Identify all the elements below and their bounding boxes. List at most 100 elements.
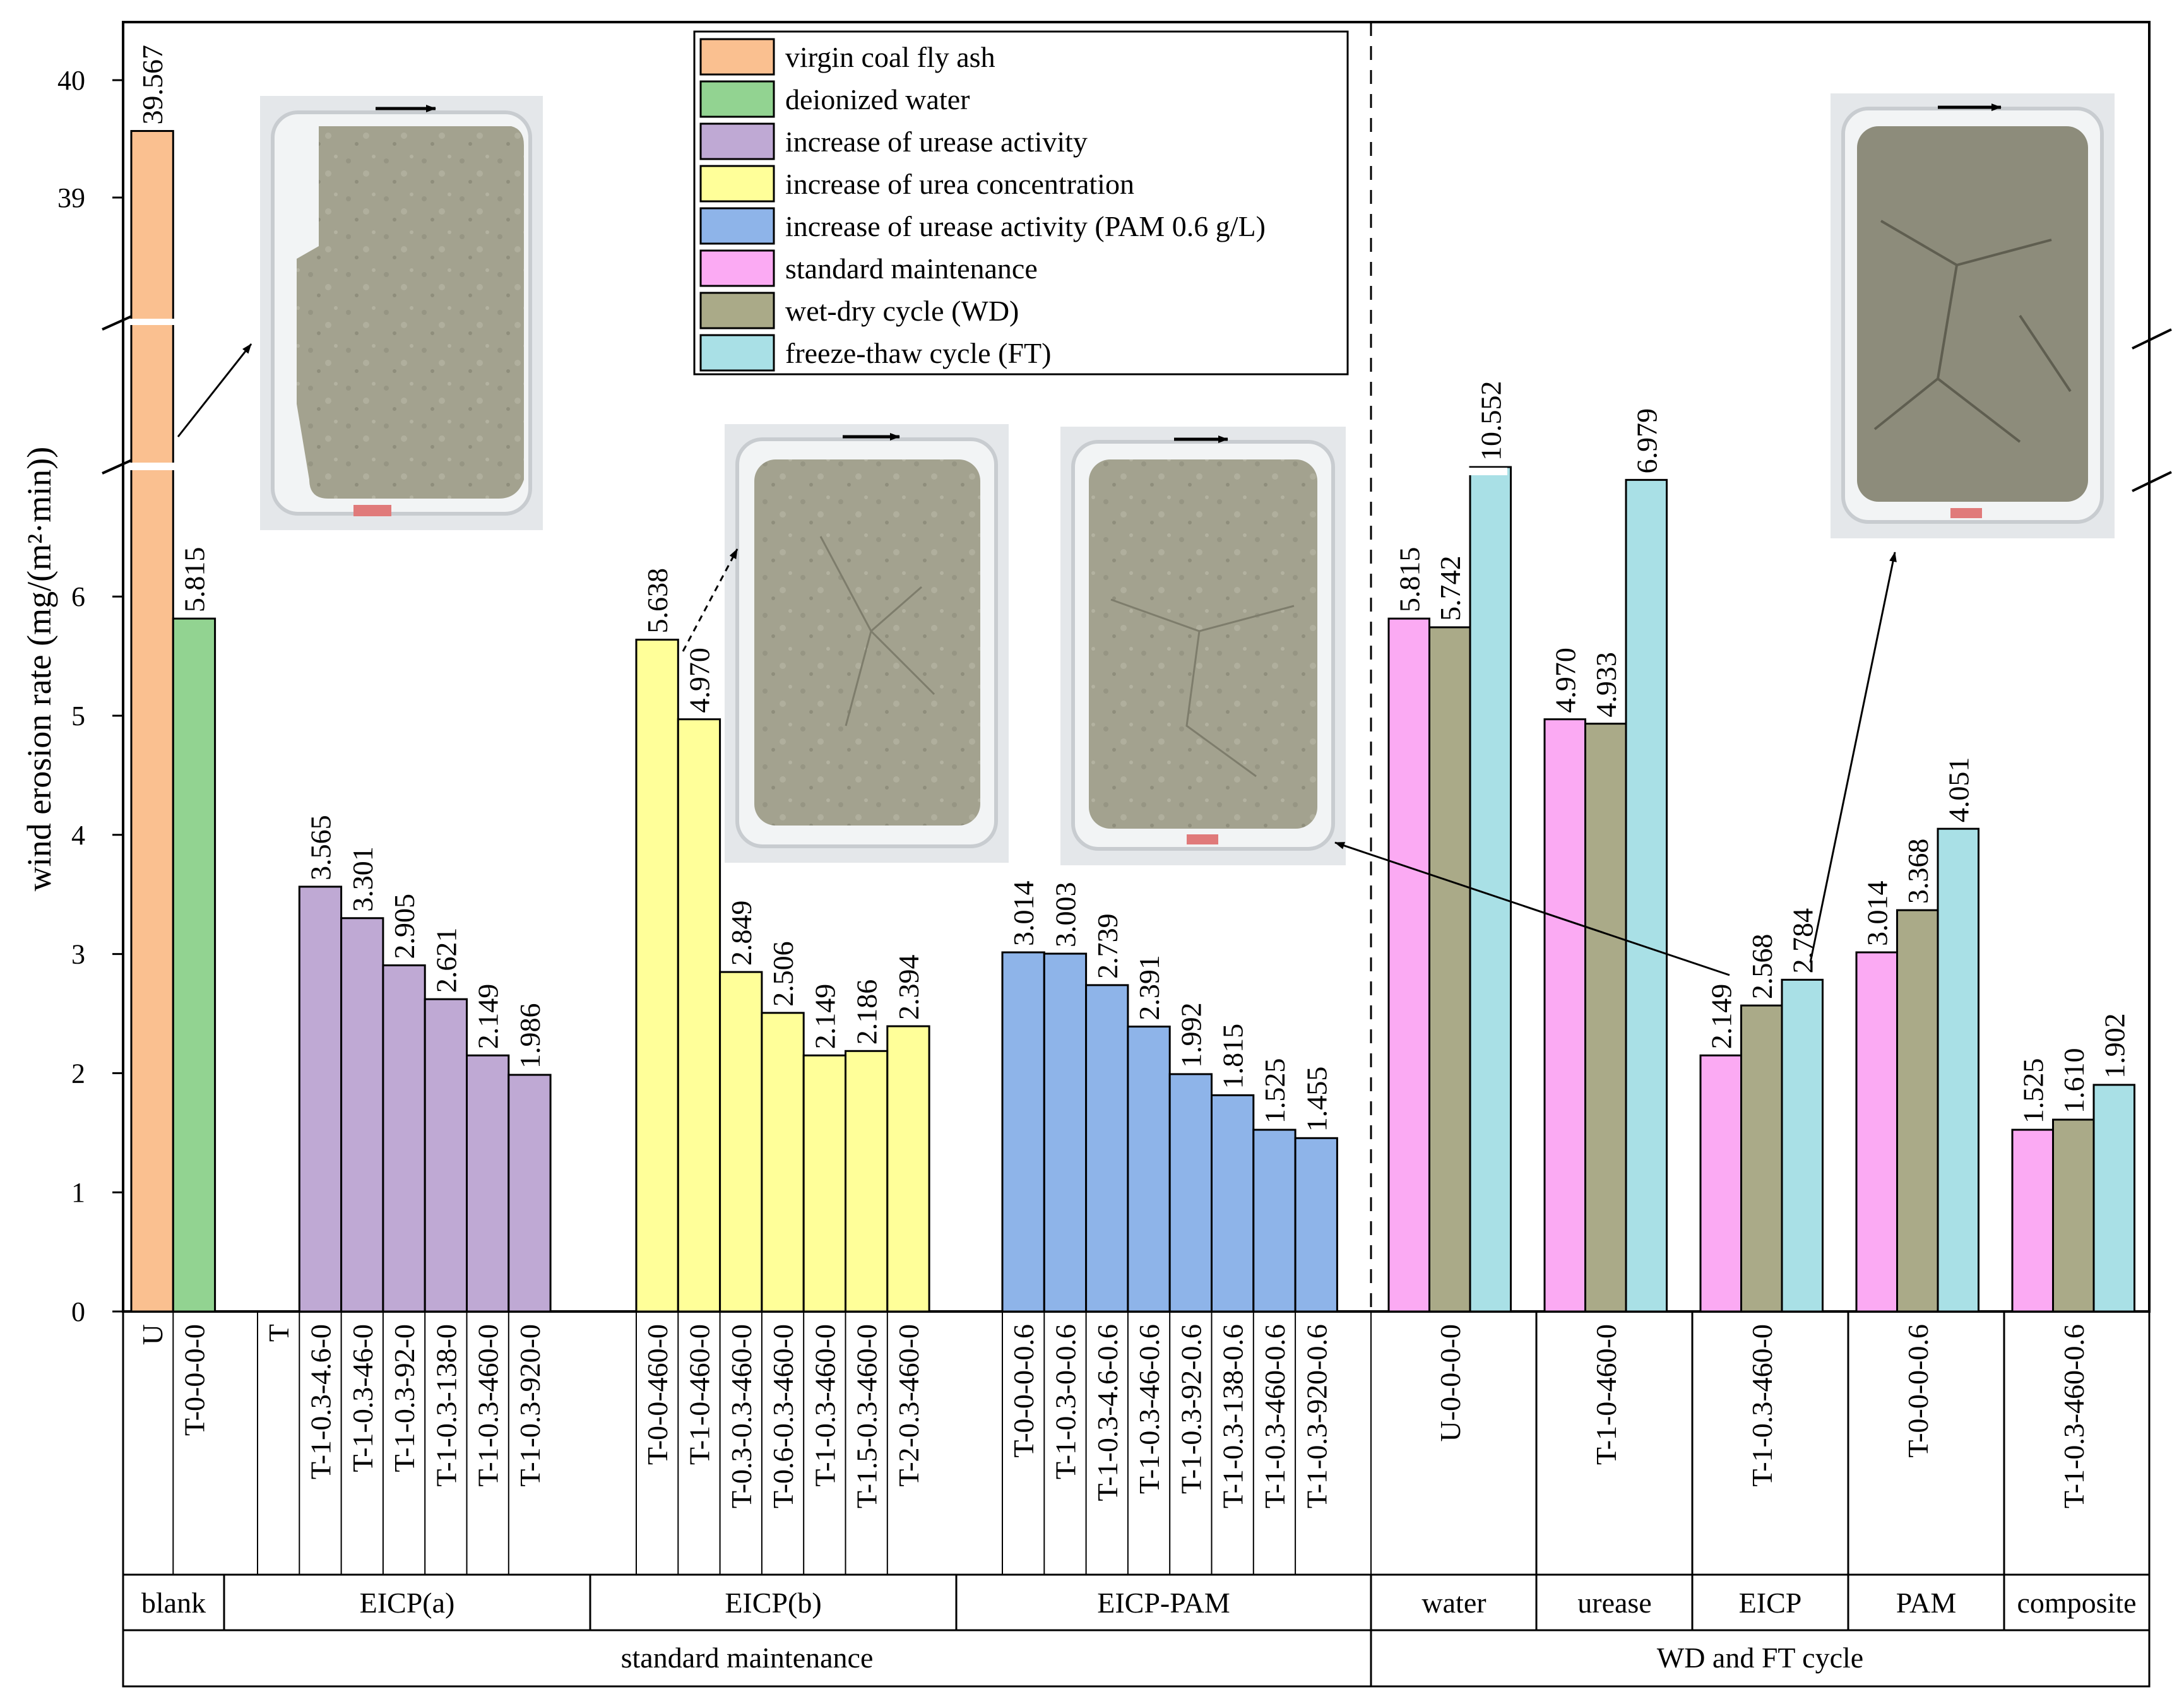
legend-label-0: virgin coal fly ash [785,41,995,73]
value-label-3: 3.565 [304,815,336,880]
cycle-bar-2-1 [1740,1004,1783,1313]
cycle-bar-3-0 [1855,951,1898,1313]
cycle-bar-0-0 [1387,617,1430,1313]
value-label-4: 3.301 [347,846,379,912]
value-label-c4-0: 1.525 [2017,1058,2049,1124]
value-label-c3-0: 3.014 [1861,880,1893,946]
legend-label-1: deionized water [785,83,970,115]
legend-label-6: wet-dry cycle (WD) [785,295,1019,327]
group2-label-0: standard maintenance [621,1642,874,1674]
value-label-c1-1: 4.933 [1590,652,1622,718]
value-label-c1-2: 6.979 [1630,408,1663,474]
category-label-20: T-1-0.3-92-0.6 [1175,1324,1207,1494]
group1-label-1: EICP(a) [360,1587,455,1619]
category-label-2: T [263,1324,295,1342]
group1-label-6: EICP [1739,1587,1802,1619]
value-label-15: 2.394 [893,955,925,1021]
category-label-c1: T-1-0-460-0 [1590,1324,1622,1465]
cycle-bar-1-0 [1543,718,1586,1313]
photo-cycle [1831,93,2115,538]
value-label-5: 2.905 [388,894,420,959]
axis-break-gap-ft-0 [1463,324,1507,330]
category-label-22: T-1-0.3-460-0.6 [1259,1324,1291,1508]
value-label-c2-2: 2.784 [1786,908,1819,974]
photo-virgin-ash [260,96,543,530]
bar-12 [761,1012,805,1313]
value-label-22: 1.525 [1259,1058,1291,1124]
category-label-3: T-1-0.3-4.6-0 [304,1324,336,1479]
bar-16 [1001,951,1045,1313]
cycle-bar-1-2 [1625,478,1668,1313]
category-label-4: T-1-0.3-46-0 [347,1324,379,1472]
y-tick-label-4: 4 [71,820,85,851]
category-label-8: T-1-0.3-920-0 [514,1324,546,1487]
bar-0 [130,130,174,1313]
category-label-21: T-1-0.3-138-0.6 [1217,1324,1249,1508]
group1-label-5: urease [1577,1587,1651,1619]
legend-swatch-5 [699,249,775,287]
bar-18 [1085,984,1129,1313]
value-label-c4-2: 1.902 [2098,1013,2130,1079]
bar-13 [802,1054,846,1313]
category-label-10: T-1-0-460-0 [683,1324,715,1465]
category-label-11: T-0.3-0.3-460-0 [725,1324,757,1508]
value-label-c0-2: 10.552 [1475,381,1507,461]
value-label-19: 2.391 [1133,955,1165,1021]
category-label-23: T-1-0.3-920-0.6 [1300,1324,1332,1508]
group2-label-1: WD and FT cycle [1657,1642,1863,1674]
value-label-c0-0: 5.815 [1393,547,1425,613]
cycle-bar-0-1 [1428,626,1471,1313]
bar-21 [1211,1094,1255,1313]
group1-label-2: EICP(b) [725,1587,821,1619]
bar-15 [886,1025,930,1313]
value-label-21: 1.815 [1217,1024,1249,1089]
bar-3 [298,885,343,1313]
group1-label-8: composite [2017,1587,2136,1619]
legend-label-5: standard maintenance [785,252,1038,285]
bar-1 [172,617,217,1313]
group1-label-0: blank [141,1587,206,1619]
legend-label-2: increase of urease activity [785,126,1088,158]
bar-23 [1294,1137,1338,1313]
bar-7 [466,1054,510,1313]
value-label-c1-0: 4.970 [1549,648,1581,713]
cycle-bar-4-1 [2052,1118,2095,1313]
bar-5 [382,964,426,1313]
y-tick-label-0: 0 [71,1296,85,1327]
category-label-5: T-1-0.3-92-0 [388,1324,420,1472]
category-label-14: T-1.5-0.3-460-0 [851,1324,883,1508]
category-label-15: T-2-0.3-460-0 [893,1324,925,1487]
callout-arrows [177,343,1897,976]
legend-frame [693,30,1349,376]
group1-label-7: PAM [1896,1587,1956,1619]
y-tick-label-6: 6 [71,581,85,612]
y-tick-label-2: 2 [71,1058,85,1089]
value-label-0: 39.567 [136,45,169,125]
cycle-bar-3-2 [1937,827,1979,1313]
category-label-16: T-0-0-0-0.6 [1007,1324,1040,1458]
value-label-14: 2.186 [851,980,883,1045]
axis-break-gap-1 [129,463,175,470]
category-label-9: T-0-0-460-0 [641,1324,674,1465]
cycle-bar-3-1 [1896,909,1939,1313]
legend-swatch-6 [699,292,775,329]
value-label-10: 4.970 [683,648,715,713]
bar-4 [340,917,384,1313]
category-label-17: T-1-0.3-0-0.6 [1049,1324,1081,1479]
category-label-18: T-1-0.3-4.6-0.6 [1091,1324,1124,1501]
category-label-13: T-1-0.3-460-0 [809,1324,841,1487]
value-label-c0-1: 5.742 [1434,555,1466,621]
cycle-bar-2-0 [1699,1054,1742,1313]
bar-10 [677,718,721,1313]
y-tick-label-5: 5 [71,701,85,731]
value-label-9: 5.638 [641,568,674,634]
category-label-c0: U-0-0-0-0 [1434,1324,1466,1442]
bar-22 [1252,1128,1297,1313]
axis-break-gap-ft-1 [1463,468,1507,475]
cycle-bar-4-0 [2011,1128,2054,1313]
bar-20 [1168,1073,1213,1313]
legend-swatch-7 [699,334,775,372]
cycle-bar-2-2 [1781,978,1824,1313]
category-label-7: T-1-0.3-460-0 [472,1324,504,1487]
bar-14 [845,1050,889,1313]
